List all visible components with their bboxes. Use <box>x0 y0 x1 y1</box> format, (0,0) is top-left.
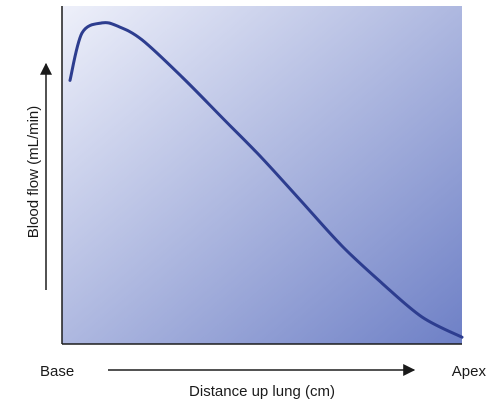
x-tick-label-apex: Apex <box>452 363 487 380</box>
y-axis-label: Blood flow (mL/min) <box>25 106 42 239</box>
plot-area <box>62 6 462 344</box>
x-tick-label-base: Base <box>40 363 74 380</box>
series-layer <box>68 21 464 339</box>
series-line-0 <box>68 21 464 339</box>
x-axis-label: Distance up lung (cm) <box>189 383 335 400</box>
